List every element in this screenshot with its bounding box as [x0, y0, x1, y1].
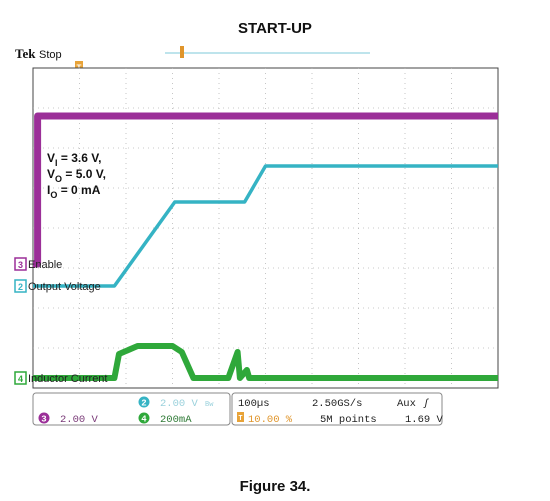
ch3-scale: 2.00 V — [60, 414, 99, 426]
inductor-current-trace-label: Inductor Current — [28, 373, 107, 385]
inductor-current-channel-number: 4 — [18, 374, 23, 384]
traces — [33, 112, 498, 381]
graticule — [33, 68, 498, 388]
ch4-scale: 200mA — [160, 414, 192, 426]
figure-title: START-UP — [238, 20, 312, 37]
output-voltage-channel-marker — [14, 279, 27, 293]
trigger-level: 1.69 V — [405, 414, 444, 426]
inductor-current-channel-marker — [14, 371, 27, 385]
channel-status-box — [32, 392, 231, 426]
record-length: 5M points — [320, 414, 377, 426]
trigger-source: Aux — [397, 398, 416, 410]
output-voltage-trace — [33, 164, 498, 288]
enable-trace — [33, 112, 498, 268]
ch3-number: 3 — [41, 415, 46, 425]
inductor-current-trace — [33, 343, 498, 381]
output-voltage-channel-number: 2 — [18, 282, 23, 292]
status-bar: 2 2.00 V Bw 3 2.00 V 4 200mA 100µs 2.50G… — [32, 392, 444, 426]
trigger-position-icon-label: T — [238, 415, 242, 423]
ch2-badge — [138, 396, 150, 408]
ch3-badge — [38, 412, 50, 424]
output-voltage-trace-label: Output Voltage — [28, 281, 101, 293]
sample-rate: 2.50GS/s — [312, 398, 362, 410]
brand-label: Tek — [15, 46, 36, 61]
enable-trace-label: Enable — [28, 259, 62, 271]
trigger-slope-icon: ʃ — [423, 398, 429, 410]
timebase-status-box — [231, 392, 443, 426]
ch2-number: 2 — [141, 399, 146, 409]
trigger-marker — [75, 61, 83, 73]
acquisition-state: Stop — [39, 49, 62, 61]
annotation-vout: VO = 5.0 V, — [47, 167, 106, 184]
enable-channel-marker — [14, 257, 27, 271]
ch4-number: 4 — [141, 415, 147, 425]
ch4-badge — [138, 412, 150, 424]
channel-markers: 3 Enable 2 Output Voltage 4 Inductor Current — [14, 257, 107, 385]
trigger-position-icon — [237, 412, 244, 422]
annotation-vin: VI = 3.6 V, — [47, 151, 101, 168]
trigger-position: 10.00 % — [248, 414, 293, 426]
ch2-scale: 2.00 V — [160, 398, 199, 410]
record-position-marker — [180, 46, 184, 58]
annotation-iout: IO = 0 mA — [47, 183, 101, 200]
enable-channel-number: 3 — [18, 260, 23, 270]
timebase: 100µs — [238, 398, 270, 410]
figure-caption: Figure 34. — [239, 478, 311, 495]
ch2-bandwidth: Bw — [205, 401, 214, 409]
